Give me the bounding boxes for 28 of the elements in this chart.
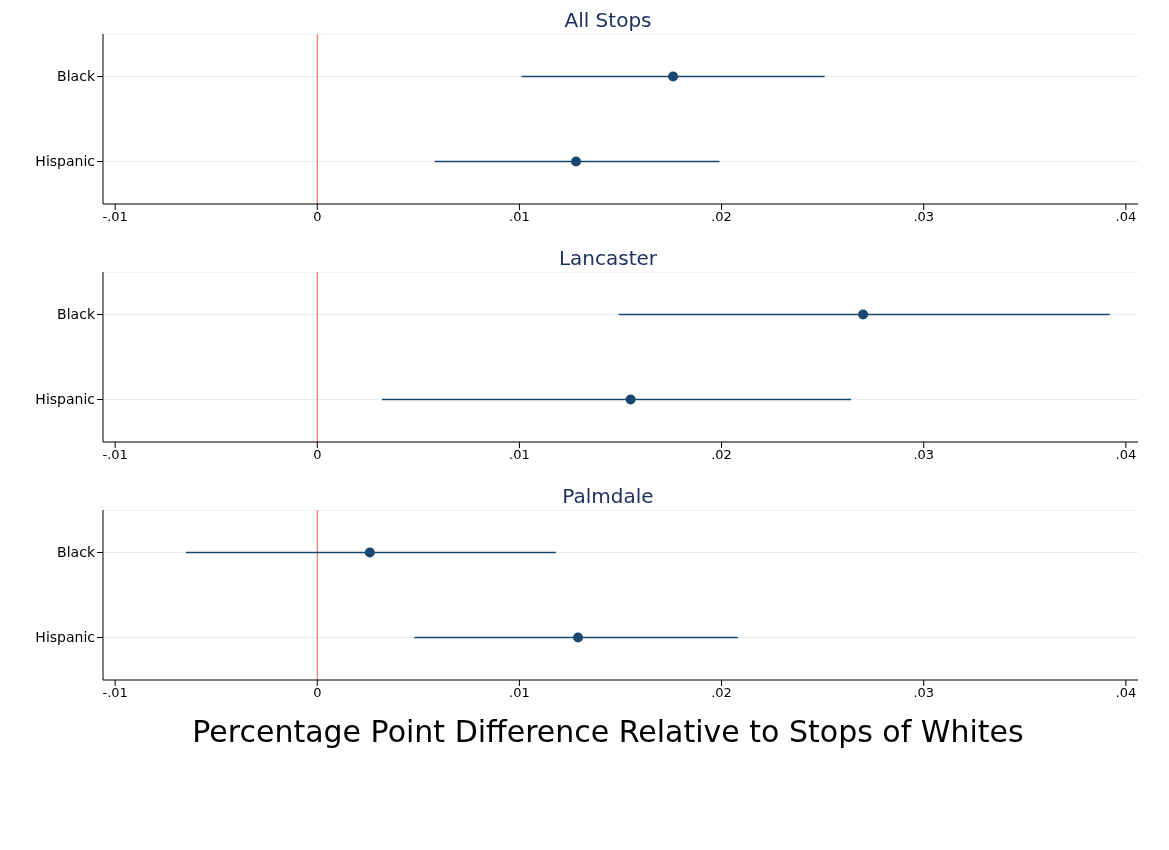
y-tick-label: Black bbox=[57, 544, 96, 561]
x-axis-title: Percentage Point Difference Relative to Stops of Whites bbox=[191, 714, 1025, 749]
x-tick-label: -.01 bbox=[102, 685, 128, 701]
x-tick-label: .01 bbox=[509, 447, 530, 463]
x-tick-label: .03 bbox=[913, 447, 935, 463]
x-tick-label: .04 bbox=[1115, 685, 1137, 701]
x-tick-label: .01 bbox=[509, 685, 530, 701]
x-tick-label: .02 bbox=[711, 685, 732, 701]
x-tick-label: .03 bbox=[913, 209, 935, 225]
x-tick-label: .02 bbox=[711, 209, 732, 225]
y-tick-label: Hispanic bbox=[35, 391, 95, 408]
x-tick-label: 0 bbox=[313, 447, 322, 463]
y-tick-label: Black bbox=[57, 306, 96, 323]
x-tick-label: .04 bbox=[1115, 209, 1137, 225]
y-tick-label: Hispanic bbox=[35, 629, 95, 646]
x-tick-label: .04 bbox=[1115, 447, 1137, 463]
x-tick-label: 0 bbox=[313, 685, 322, 701]
x-tick-label: -.01 bbox=[102, 209, 128, 225]
x-tick-label: .01 bbox=[509, 209, 530, 225]
y-tick-label: Hispanic bbox=[35, 153, 95, 170]
x-tick-label: .02 bbox=[711, 447, 732, 463]
chart-title: All Stops bbox=[563, 8, 653, 34]
x-tick-label: 0 bbox=[313, 209, 322, 225]
x-tick-label: -.01 bbox=[102, 447, 128, 463]
y-tick-label: Black bbox=[57, 68, 96, 85]
x-tick-label: .03 bbox=[913, 685, 935, 701]
chart-title: Lancaster bbox=[557, 246, 659, 272]
chart-title: Palmdale bbox=[561, 484, 655, 510]
